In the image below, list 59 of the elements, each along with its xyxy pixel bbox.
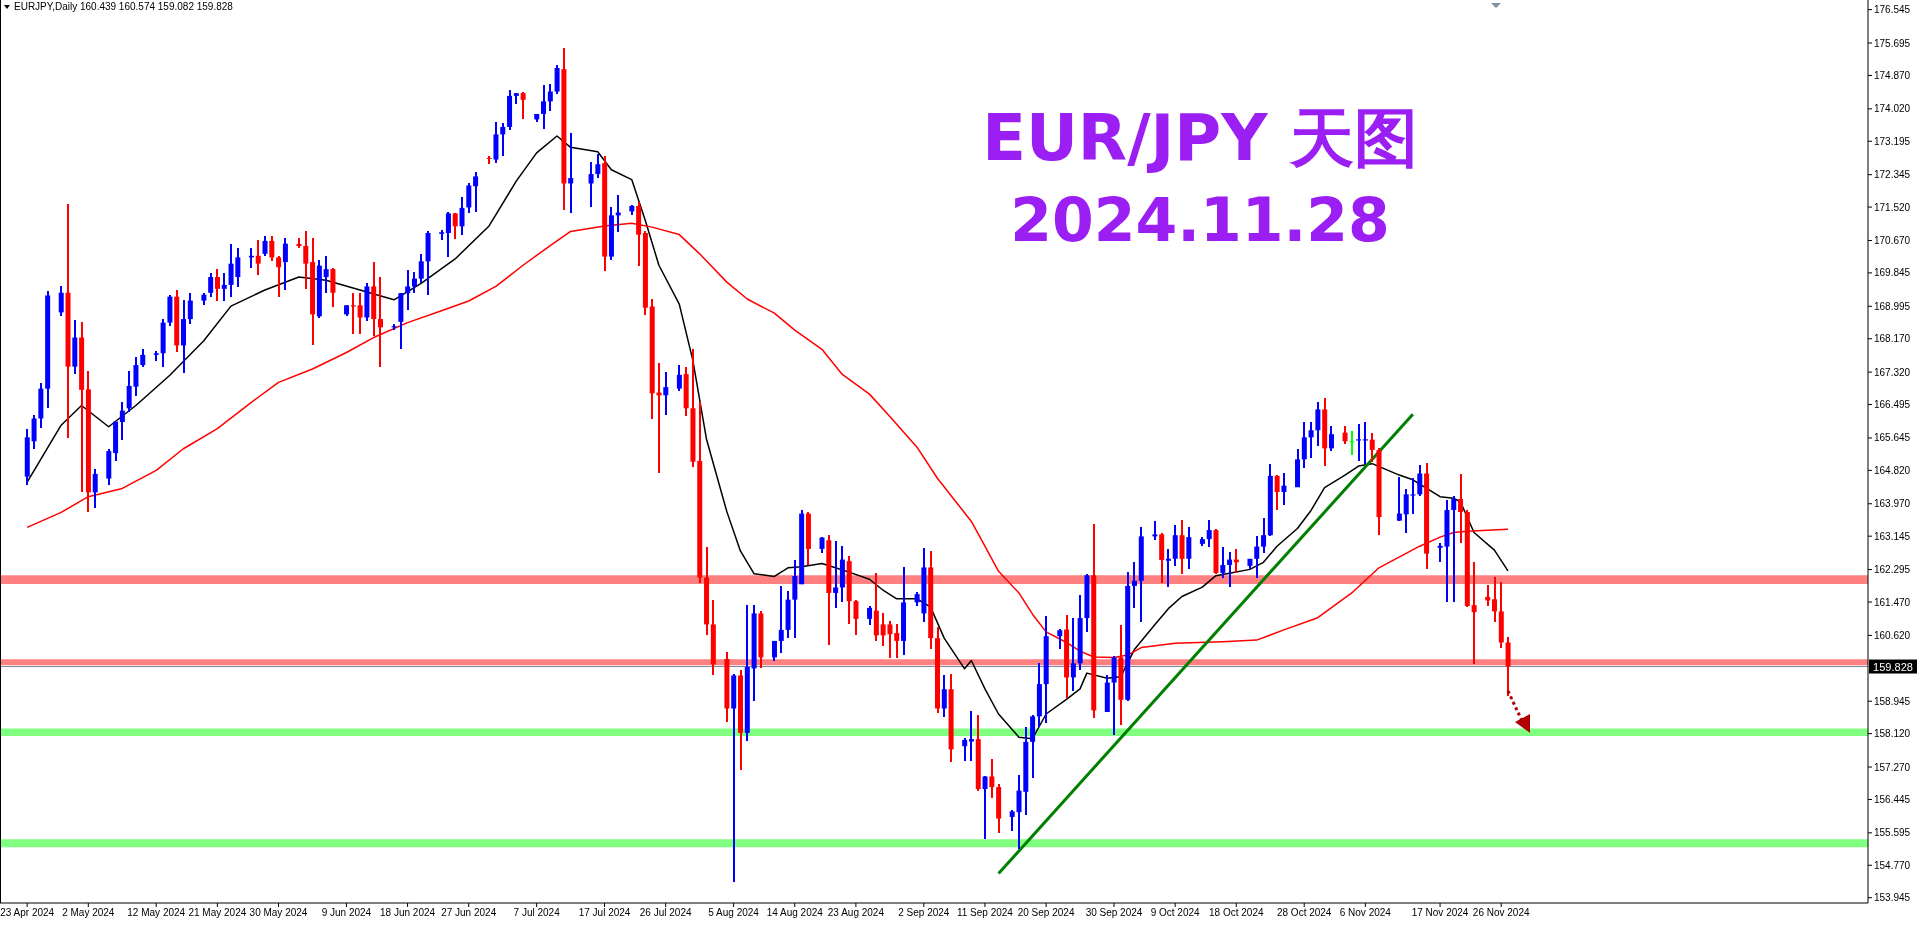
x-tick-label: 7 Jul 2024 (513, 907, 561, 919)
x-tick-label: 28 Oct 2024 (1276, 907, 1332, 919)
y-tick-label: 160.620 (1874, 629, 1911, 641)
text: 2024.11.28 (1009, 185, 1391, 255)
x-tick-label: 21 May 2024 (188, 907, 247, 919)
y-tick-label: 174.020 (1874, 103, 1911, 115)
x-tick-label: 18 Jun 2024 (380, 907, 436, 919)
y-tick-label: 169.845 (1874, 267, 1911, 279)
y-tick-label: 176.545 (1874, 4, 1911, 16)
x-tick-label: 17 Jul 2024 (578, 907, 631, 919)
y-tick-label: 173.195 (1874, 135, 1911, 147)
x-tick-label: 23 Apr 2024 (0, 907, 55, 919)
y-tick-label: 153.945 (1874, 892, 1911, 904)
x-tick-label: 6 Nov 2024 (1339, 907, 1392, 919)
y-tick-label: 164.820 (1874, 464, 1911, 476)
x-tick-label: 26 Nov 2024 (1472, 907, 1530, 919)
candlestick (350, 292, 356, 335)
y-tick-label: 163.145 (1874, 530, 1911, 542)
y-tick-label: 172.345 (1874, 169, 1911, 181)
x-tick-label: 30 Sep 2024 (1085, 907, 1143, 919)
y-tick-label: 161.470 (1874, 596, 1911, 608)
y-tick-label: 155.595 (1874, 827, 1911, 839)
y-tick-label: 175.695 (1874, 37, 1911, 49)
x-tick-label: 14 Aug 2024 (766, 907, 824, 919)
y-tick-label: 157.270 (1874, 761, 1911, 773)
y-tick-label: 168.170 (1874, 333, 1911, 345)
y-tick-label: 154.770 (1874, 859, 1911, 871)
x-tick-label: 9 Oct 2024 (1150, 907, 1201, 919)
x-tick-label: 2 Sep 2024 (898, 907, 950, 919)
x-tick-label: 2 May 2024 (62, 907, 115, 919)
x-tick-label: 20 Sep 2024 (1017, 907, 1075, 919)
y-tick-label: 166.495 (1874, 399, 1911, 411)
candlestick (1471, 562, 1477, 664)
candlestick (1165, 548, 1171, 587)
x-tick-label: 12 May 2024 (127, 907, 186, 919)
x-tick-label: 23 Aug 2024 (827, 907, 885, 919)
x-tick-label: 5 Aug 2024 (708, 907, 760, 919)
y-tick-label: 167.320 (1874, 366, 1911, 378)
y-tick-label: 158.120 (1874, 728, 1911, 740)
x-tick-label: 9 Jun 2024 (321, 907, 372, 919)
x-tick-label: 27 Jun 2024 (441, 907, 497, 919)
x-tick-label: 11 Sep 2024 (956, 907, 1014, 919)
candlestick (1451, 496, 1457, 603)
y-tick-label: 163.970 (1874, 498, 1911, 510)
y-tick-label: 174.870 (1874, 70, 1911, 81)
y-tick-label: 156.445 (1874, 794, 1911, 806)
y-tick-label: 170.670 (1874, 235, 1911, 247)
y-tick-label: 158.945 (1874, 695, 1911, 707)
text: EUR/JPY 天图 (981, 100, 1419, 177)
x-tick-label: 30 May 2024 (249, 907, 308, 919)
x-tick-label: 17 Nov 2024 (1411, 907, 1469, 919)
x-tick-label: 18 Oct 2024 (1209, 907, 1264, 919)
annotation: EURJPY,Daily 160.439 160.574 159.082 159.828 (14, 1, 233, 12)
ref-line-label: 159.828 (1873, 660, 1913, 673)
y-tick-label: 165.645 (1874, 432, 1911, 444)
y-tick-label: 168.995 (1874, 300, 1911, 312)
y-tick-label: 162.295 (1874, 564, 1911, 576)
x-tick-label: 26 Jul 2024 (639, 907, 692, 919)
y-tick-label: 171.520 (1874, 201, 1911, 213)
